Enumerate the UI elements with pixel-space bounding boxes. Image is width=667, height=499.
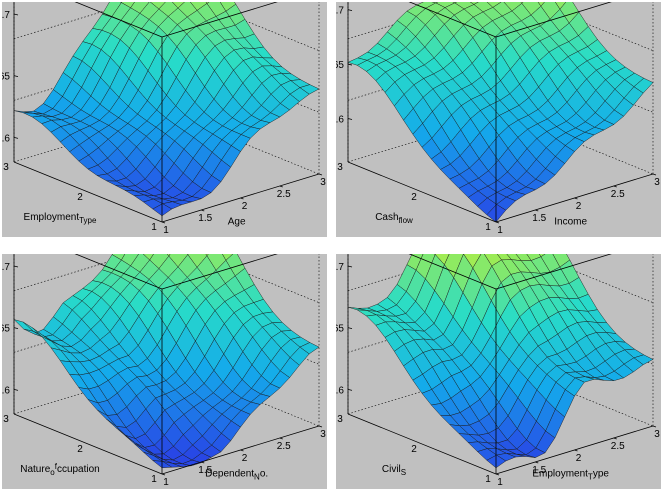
- surface-plot-3: 11.522.531230.60.650.7PredictionDependen…: [2, 254, 327, 489]
- plot4-y-tick-label: 3: [337, 414, 343, 425]
- plot3-surface: [13, 254, 320, 469]
- plot1-axes: [13, 2, 323, 224]
- plot2-y-tick-label: 3: [337, 162, 343, 173]
- plot1-y-axis-label: EmploymentType: [24, 212, 97, 225]
- plot2-z-tick-label: 0.6: [336, 114, 344, 125]
- plot1-z-tick-label: 0.65: [2, 72, 10, 83]
- plot3-axes: [13, 254, 323, 476]
- plot4-z-tick-label: 0.65: [336, 324, 344, 335]
- surface-plot-1-svg: 11.522.531230.60.650.7PredictionAgeEmplo…: [2, 2, 326, 236]
- plot3-x-tick-label: 2: [242, 453, 248, 464]
- plot2-x-tick-label: 1: [497, 225, 503, 236]
- surface-plot-2: 11.522.531230.60.650.7PredictionIncomeCa…: [336, 2, 661, 237]
- plot2-x-tick-label: 3: [654, 177, 660, 188]
- plot1-patch: [171, 2, 185, 9]
- surface-plot-2-svg: 11.522.531230.60.650.7PredictionIncomeCa…: [336, 2, 660, 236]
- plot1-x-tick-label: 3: [320, 177, 326, 188]
- plot2-axes: [347, 2, 657, 224]
- plot2-x-tick-label: 2.5: [611, 189, 625, 200]
- surface-plot-3-svg: 11.522.531230.60.650.7PredictionDependen…: [2, 254, 326, 488]
- plot3-x-tick-label: 2.5: [277, 441, 291, 452]
- surface-plot-1: 11.522.531230.60.650.7PredictionAgeEmplo…: [2, 2, 327, 237]
- plot3-patch: [13, 319, 34, 332]
- plot3-y-tick-label: 1: [151, 474, 157, 485]
- plot4-axes: [347, 254, 657, 476]
- plot2-y-axis-label: Cashflow: [375, 212, 413, 225]
- plot2-z-tick-label: 0.7: [336, 6, 344, 17]
- surface-plot-4: 11.522.531230.60.650.7PredictionEmployme…: [336, 254, 661, 489]
- plot4-x-tick-label: 1: [497, 477, 503, 488]
- plot1-x-axis-label: Age: [228, 216, 246, 227]
- plot1-z-tick-label: 0.6: [2, 133, 10, 144]
- plot3-z-tick-label: 0.6: [2, 385, 10, 396]
- plot4-x-axis-label: EmploymentType: [532, 468, 609, 481]
- plot4-z-tick-label: 0.6: [336, 385, 344, 396]
- plot4-y-tick-label: 1: [485, 474, 491, 485]
- plot3-x-axis-label: DependentNo.: [205, 468, 268, 481]
- plot3-y-tick-label: 3: [3, 414, 9, 425]
- plot1-y-tick-label: 2: [77, 192, 83, 203]
- plot1-y-tick-label: 1: [151, 222, 157, 233]
- surface-plot-4-svg: 11.522.531230.60.650.7PredictionEmployme…: [336, 254, 660, 488]
- plot3-x-tick-label: 3: [320, 429, 326, 440]
- plot2-y-tick-label: 2: [411, 192, 417, 203]
- plot3-patch: [166, 254, 171, 257]
- plot4-y-tick-label: 2: [411, 444, 417, 455]
- plot1-x-tick-label: 1: [163, 225, 169, 236]
- plot3-y-tick-label: 2: [77, 444, 83, 455]
- plot4-x-tick-label: 2.5: [611, 441, 625, 452]
- plot1-x-tick-label: 2.5: [277, 189, 291, 200]
- plot3-z-tick-label: 0.65: [2, 324, 10, 335]
- plot3-x-tick-label: 1: [163, 477, 169, 488]
- plot2-surface: [347, 2, 654, 223]
- plot2-z-tick-label: 0.65: [336, 60, 344, 71]
- plot1-z-tick-label: 0.7: [2, 10, 10, 21]
- plot1-y-tick-label: 3: [3, 162, 9, 173]
- plot1-surface: [13, 2, 320, 217]
- plot2-patch: [537, 2, 545, 7]
- plot1-x-tick-label: 1.5: [198, 213, 212, 224]
- plot2-y-tick-label: 1: [485, 222, 491, 233]
- plot3-y-axis-label: Natureofccupation: [20, 462, 100, 477]
- plot4-z-tick-label: 0.7: [336, 262, 344, 273]
- plot4-surface: [347, 254, 654, 469]
- plot2-x-tick-label: 1.5: [532, 213, 546, 224]
- plot4-x-tick-label: 2: [576, 453, 582, 464]
- plot1-x-tick-label: 2: [242, 201, 248, 212]
- plot2-patch: [469, 2, 479, 5]
- plot4-y-axis-label: CivilS: [382, 464, 406, 477]
- plot2-x-axis-label: Income: [554, 216, 587, 227]
- plot2-x-tick-label: 2: [576, 201, 582, 212]
- plot4-x-tick-label: 1.5: [532, 465, 546, 476]
- plot2-patch: [555, 2, 567, 10]
- plot3-z-tick-label: 0.7: [2, 262, 10, 273]
- plot4-x-tick-label: 3: [654, 429, 660, 440]
- plot3-x-tick-label: 1.5: [198, 465, 212, 476]
